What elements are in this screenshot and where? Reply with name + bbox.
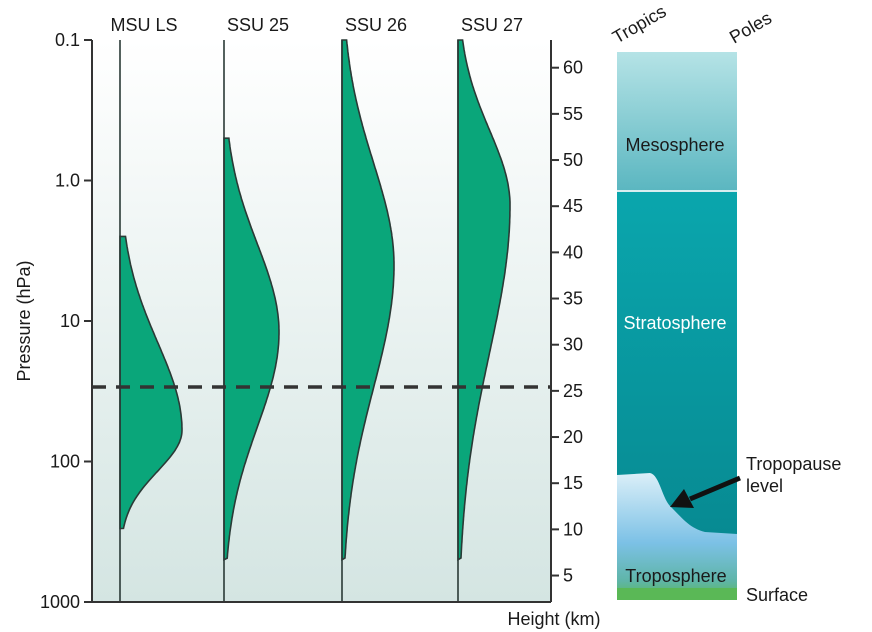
channel-label: SSU 25 [227, 15, 289, 35]
height-tick-label: 50 [563, 150, 583, 170]
weighting-function-ssu-26 [341, 39, 395, 562]
height-tick-label: 30 [563, 335, 583, 355]
pressure-tick-label: 1.0 [55, 171, 80, 191]
height-tick-label: 10 [563, 519, 583, 539]
atmosphere-column: Mesosphere Stratosphere Troposphere Trop… [609, 1, 846, 605]
tropopause-arrow [670, 475, 741, 508]
channel-labels: MSU LS SSU 25 SSU 26 SSU 27 [110, 15, 523, 35]
channel-curves [119, 39, 511, 602]
pressure-tick-label: 100 [50, 452, 80, 472]
mesosphere-layer [617, 52, 737, 192]
pressure-tick-label: 1000 [40, 592, 80, 612]
height-tick-label: 60 [563, 58, 583, 78]
height-tick-label: 45 [563, 196, 583, 216]
height-tick-label: 15 [563, 473, 583, 493]
height-tick-label: 25 [563, 381, 583, 401]
channel-label: MSU LS [110, 15, 177, 35]
height-tick-label: 5 [563, 566, 573, 586]
weighting-function-ssu-25 [223, 137, 280, 561]
poles-label: Poles [726, 8, 775, 48]
surface-layer [617, 588, 737, 600]
height-tick-label: 20 [563, 427, 583, 447]
mesosphere-label: Mesosphere [625, 135, 724, 155]
surface-annotation: Surface [746, 585, 808, 605]
height-axis-label: Height (km) [507, 609, 600, 629]
pressure-axis: 0.1 1.0 10 100 1000 [40, 30, 92, 612]
plot-panel [91, 39, 552, 603]
troposphere-layer [617, 473, 737, 600]
tropics-label: Tropics [609, 1, 670, 47]
channel-label: SSU 26 [345, 15, 407, 35]
channel-label: SSU 27 [461, 15, 523, 35]
pressure-tick-label: 0.1 [55, 30, 80, 50]
height-axis: 5 10 15 20 25 30 35 40 45 50 55 60 [551, 58, 583, 586]
height-tick-label: 40 [563, 242, 583, 262]
tropopause-annotation: Tropopause level [746, 454, 846, 496]
pressure-tick-label: 10 [60, 311, 80, 331]
troposphere-label: Troposphere [625, 566, 726, 586]
pressure-axis-label: Pressure (hPa) [14, 260, 34, 381]
height-tick-label: 35 [563, 289, 583, 309]
height-tick-label: 55 [563, 104, 583, 124]
weighting-function-ssu-27 [457, 39, 511, 562]
weighting-function-msu-ls [119, 235, 183, 530]
stratosphere-label: Stratosphere [623, 313, 726, 333]
